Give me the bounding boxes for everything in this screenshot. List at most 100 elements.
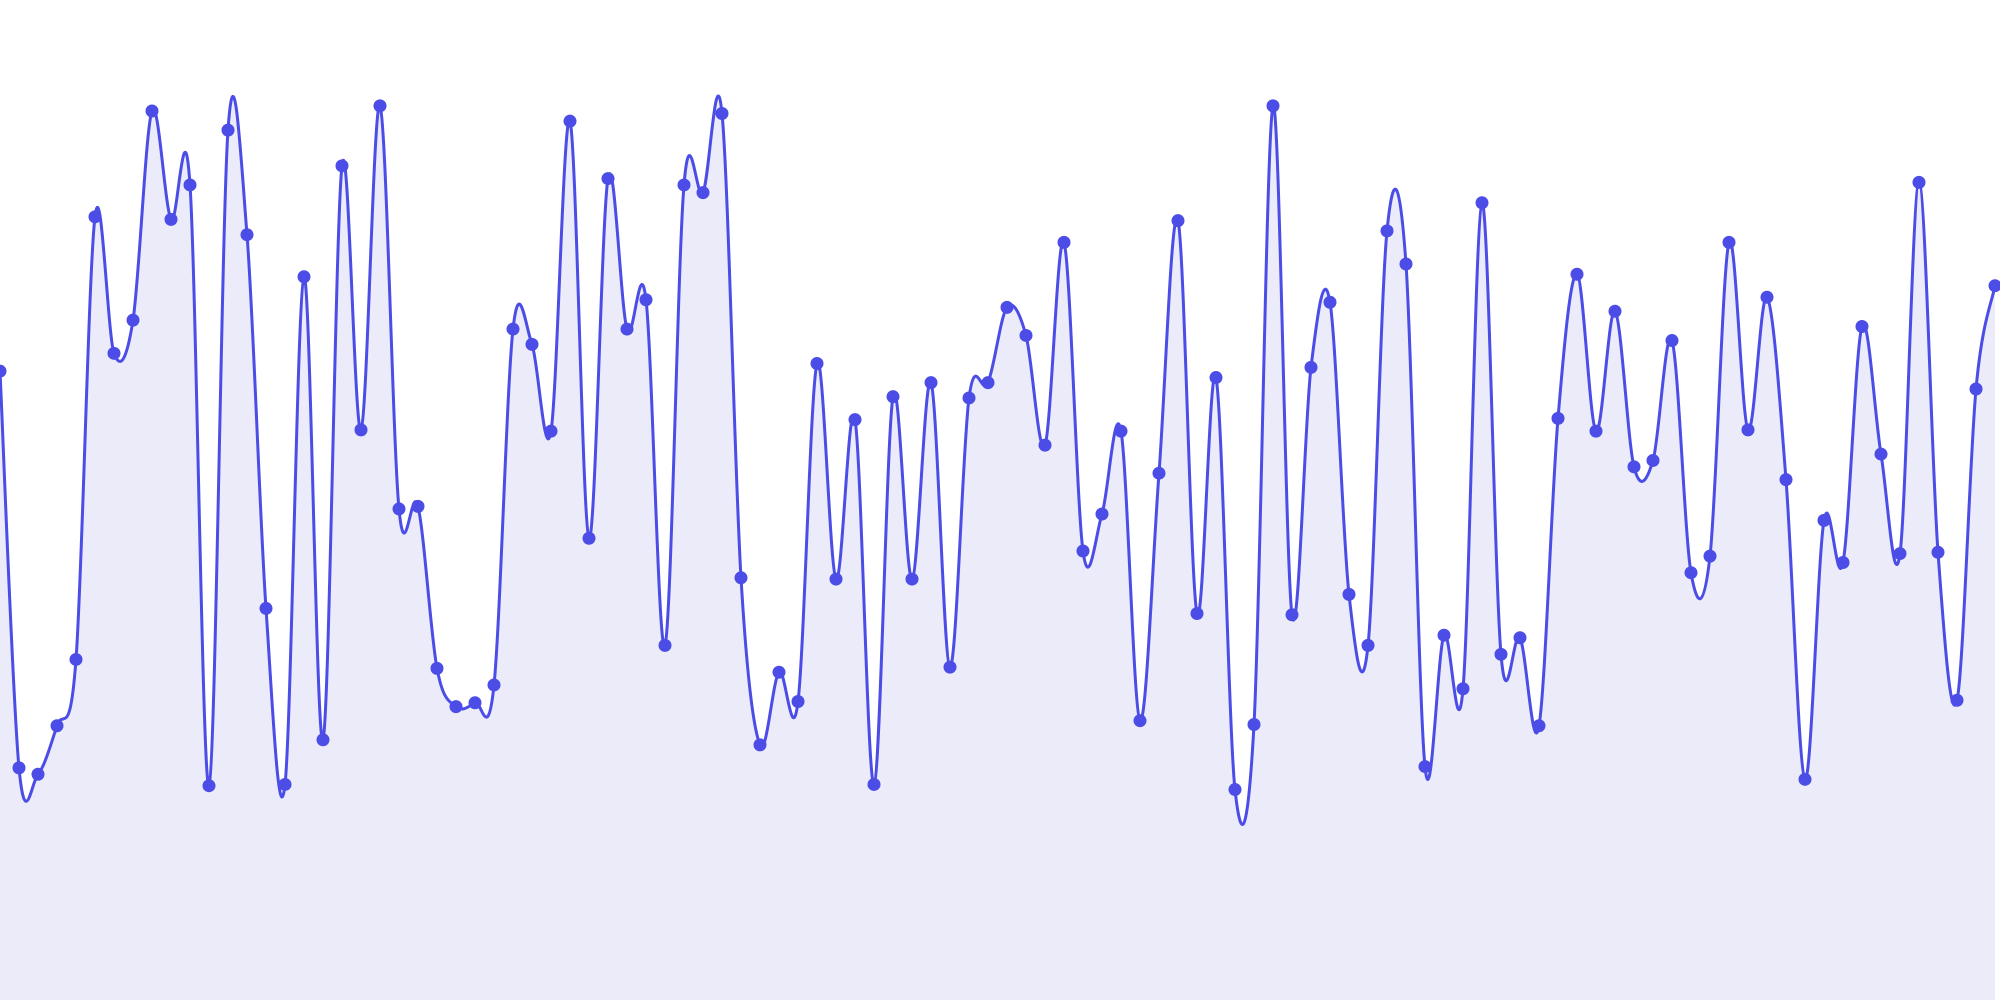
- point: [1532, 719, 1546, 733]
- point: [12, 761, 26, 775]
- point: [1684, 566, 1698, 580]
- point: [1570, 267, 1584, 281]
- point: [1323, 295, 1337, 309]
- point: [1418, 760, 1432, 774]
- point: [1836, 556, 1850, 569]
- point: [1817, 513, 1831, 527]
- point: [1608, 304, 1622, 318]
- point: [848, 413, 862, 427]
- point: [1437, 628, 1451, 642]
- point: [1494, 647, 1508, 661]
- point: [1019, 328, 1033, 342]
- point: [1228, 783, 1242, 797]
- point: [126, 313, 140, 327]
- point: [316, 733, 330, 747]
- area-fill: [0, 95, 1995, 1000]
- point: [905, 572, 919, 586]
- point: [867, 777, 881, 791]
- point: [1627, 460, 1641, 474]
- point: [791, 695, 805, 709]
- point: [1741, 423, 1755, 437]
- point: [278, 777, 292, 791]
- point: [297, 270, 311, 284]
- point: [620, 322, 634, 336]
- line: [0, 94, 1997, 826]
- point: [1475, 196, 1489, 210]
- point: [487, 678, 501, 692]
- point: [1589, 424, 1603, 438]
- point: [924, 376, 938, 390]
- point: [943, 660, 957, 674]
- point: [335, 159, 349, 173]
- point: [753, 738, 767, 752]
- point: [430, 661, 444, 675]
- point: [1038, 438, 1052, 452]
- point: [1342, 587, 1356, 601]
- point: [981, 376, 995, 390]
- point: [468, 696, 482, 710]
- point: [1057, 235, 1071, 249]
- point: [1912, 175, 1926, 189]
- point: [658, 638, 672, 652]
- point: [1171, 214, 1185, 228]
- point: [1779, 473, 1793, 487]
- point: [1798, 772, 1812, 786]
- point: [0, 364, 7, 378]
- point: [411, 499, 425, 513]
- point: [88, 210, 102, 224]
- point: [677, 178, 691, 192]
- point: [449, 700, 463, 714]
- point: [1399, 257, 1413, 271]
- point: [202, 779, 216, 793]
- point: [1703, 549, 1717, 563]
- point: [164, 212, 178, 226]
- point: [1152, 466, 1166, 480]
- point: [1133, 714, 1147, 728]
- point: [829, 572, 843, 586]
- point: [1380, 224, 1394, 238]
- point: [525, 337, 539, 351]
- point: [734, 571, 748, 585]
- point: [962, 391, 976, 405]
- point: [221, 123, 235, 137]
- point: [69, 652, 83, 666]
- point: [1874, 447, 1888, 461]
- point: [1950, 693, 1964, 707]
- point: [1551, 411, 1565, 425]
- point: [1988, 279, 2000, 293]
- point: [373, 99, 387, 113]
- point: [1456, 682, 1470, 696]
- point: [601, 172, 615, 186]
- point: [715, 107, 729, 121]
- point: [582, 531, 596, 545]
- point: [240, 228, 254, 242]
- point: [1646, 453, 1660, 467]
- point: [1969, 382, 1983, 396]
- point: [259, 601, 273, 615]
- point: [107, 346, 121, 360]
- point: [50, 719, 64, 733]
- point: [392, 502, 406, 516]
- point: [354, 423, 368, 437]
- point: [1304, 360, 1318, 374]
- point: [1114, 424, 1128, 438]
- point: [1209, 371, 1223, 385]
- point: [31, 767, 45, 781]
- point: [183, 178, 197, 192]
- point: [1361, 638, 1375, 652]
- point: [1722, 235, 1736, 249]
- point: [1000, 300, 1014, 314]
- point: [1076, 544, 1090, 558]
- point: [1893, 547, 1907, 561]
- point: [810, 357, 824, 371]
- point: [1247, 717, 1261, 731]
- point: [563, 114, 577, 128]
- point: [544, 424, 558, 438]
- point: [1931, 545, 1945, 559]
- point: [506, 322, 520, 336]
- point: [1095, 507, 1109, 521]
- point: [1285, 608, 1299, 622]
- point: [772, 665, 786, 679]
